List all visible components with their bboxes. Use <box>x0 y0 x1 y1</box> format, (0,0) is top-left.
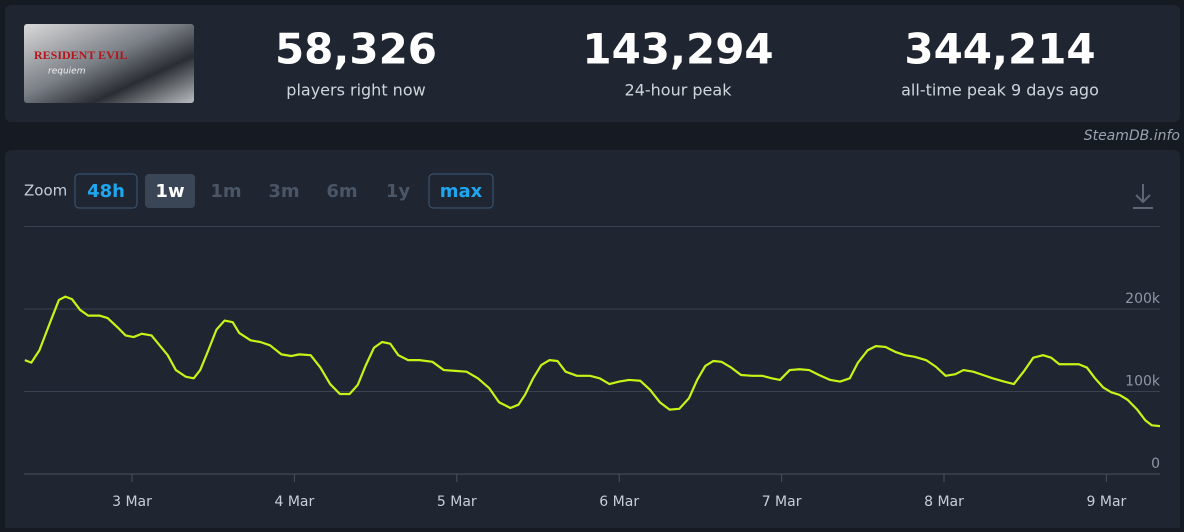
y-tick-label: 100k <box>1125 374 1161 390</box>
chart-panel <box>5 150 1180 532</box>
zoom-button[interactable] <box>428 173 494 209</box>
x-tick-label: 4 Mar <box>275 494 315 510</box>
stat-value: 143,294 <box>582 25 773 74</box>
zoom-option[interactable]: max <box>440 181 483 202</box>
download-icon[interactable] <box>1133 184 1153 209</box>
zoom-button[interactable] <box>145 174 195 208</box>
zoom-option[interactable]: 1y <box>386 181 411 202</box>
zoom-option[interactable]: 48h <box>87 181 125 202</box>
x-tick-label: 7 Mar <box>762 494 802 510</box>
x-tick-label: 3 Mar <box>112 494 152 510</box>
stat-label: 24-hour peak <box>625 81 733 100</box>
x-tick-label: 8 Mar <box>924 494 964 510</box>
credit: SteamDB.info <box>1084 128 1180 144</box>
art-title: RESIDENT EVIL <box>34 48 127 62</box>
y-tick-label: 0 <box>1151 456 1160 472</box>
stat-label: all-time peak 9 days ago <box>901 81 1099 100</box>
stats-panel <box>5 5 1180 122</box>
stat-value: 58,326 <box>275 25 437 74</box>
zoom-label: Zoom <box>24 182 67 200</box>
x-tick-label: 9 Mar <box>1087 494 1127 510</box>
x-tick-label: 6 Mar <box>599 494 639 510</box>
zoom-option[interactable]: 3m <box>268 181 299 202</box>
zoom-option[interactable]: 6m <box>326 181 357 202</box>
zoom-option[interactable]: 1m <box>210 181 241 202</box>
stat-value: 344,214 <box>904 25 1095 74</box>
art-subtitle: requiem <box>48 67 86 77</box>
x-tick-label: 5 Mar <box>437 494 477 510</box>
player-line <box>24 295 1161 428</box>
zoom-button[interactable] <box>74 173 138 209</box>
stat-label: players right now <box>286 81 425 100</box>
y-tick-label: 200k <box>1125 291 1161 307</box>
game-art <box>24 24 194 103</box>
zoom-option[interactable]: 1w <box>155 181 184 202</box>
